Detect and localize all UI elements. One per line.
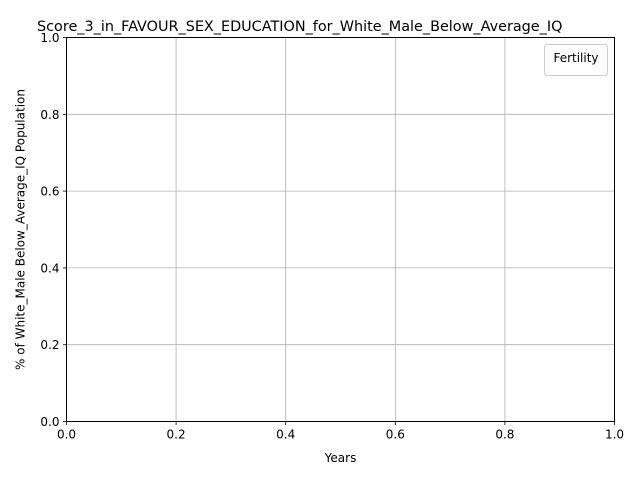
legend: Fertility bbox=[544, 44, 608, 76]
x-tick-label: 0.8 bbox=[495, 428, 514, 442]
y-tick-label: 0.2 bbox=[40, 338, 59, 352]
chart-title: Score_3_in_FAVOUR_SEX_EDUCATION_for_Whit… bbox=[37, 19, 562, 35]
y-tick-label: 1.0 bbox=[40, 31, 59, 45]
plot-area bbox=[66, 37, 615, 422]
plot-frame bbox=[66, 37, 615, 422]
x-tick-label: 0.4 bbox=[276, 428, 295, 442]
x-tick-label: 0.6 bbox=[386, 428, 405, 442]
y-tick-label: 0.6 bbox=[40, 185, 59, 199]
y-axis: 0.0 0.2 0.4 0.6 0.8 1.0 bbox=[40, 31, 67, 429]
y-tick-label: 0.0 bbox=[40, 415, 59, 429]
x-tick-label: 0.0 bbox=[57, 428, 76, 442]
grid bbox=[66, 37, 615, 422]
y-tick-label: 0.4 bbox=[40, 261, 59, 275]
x-axis-label: Years bbox=[324, 451, 357, 465]
x-axis: 0.0 0.2 0.4 0.6 0.8 1.0 bbox=[57, 421, 624, 442]
legend-box bbox=[544, 44, 608, 76]
legend-title: Fertility bbox=[553, 51, 598, 65]
y-axis-label: % of White_Male Below_Average_IQ Populat… bbox=[14, 89, 28, 370]
x-tick-label: 1.0 bbox=[605, 428, 624, 442]
x-tick-label: 0.2 bbox=[167, 428, 186, 442]
y-tick-label: 0.8 bbox=[40, 108, 59, 122]
